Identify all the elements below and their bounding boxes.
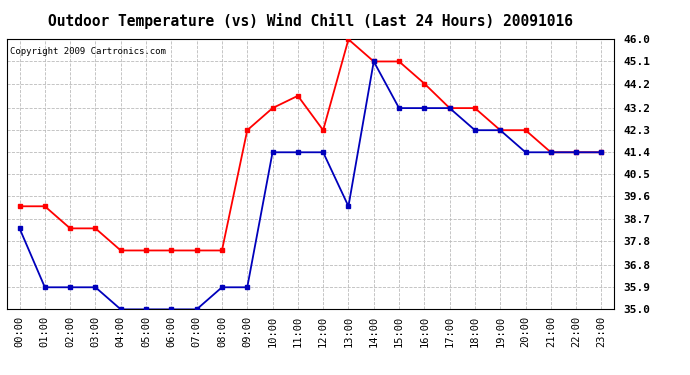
Text: Copyright 2009 Cartronics.com: Copyright 2009 Cartronics.com	[10, 48, 166, 57]
Text: Outdoor Temperature (vs) Wind Chill (Last 24 Hours) 20091016: Outdoor Temperature (vs) Wind Chill (Las…	[48, 13, 573, 29]
